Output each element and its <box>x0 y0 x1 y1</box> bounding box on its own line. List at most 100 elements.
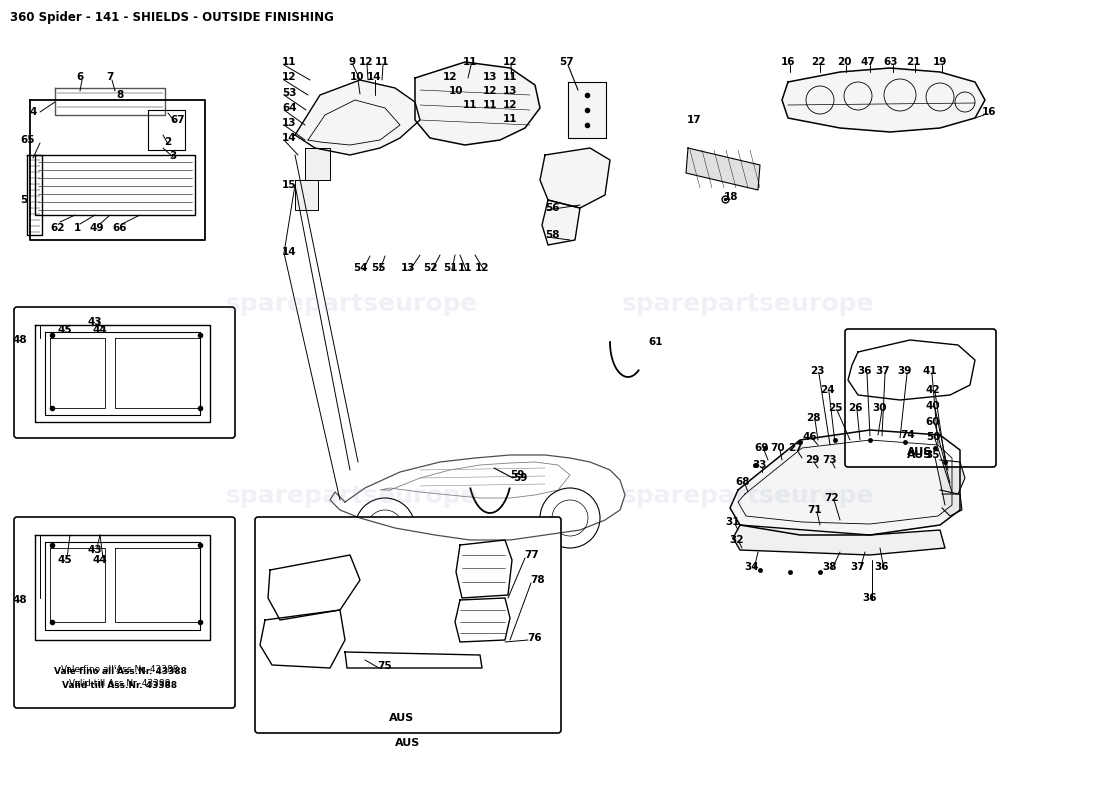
Text: 12: 12 <box>503 57 517 67</box>
Text: 28: 28 <box>805 413 821 423</box>
Text: Valid till Ass.Nr. 43388: Valid till Ass.Nr. 43388 <box>69 679 170 689</box>
Text: 59: 59 <box>513 473 527 483</box>
Text: 10: 10 <box>350 72 364 82</box>
Text: 21: 21 <box>905 57 921 67</box>
Text: sparepartseurope: sparepartseurope <box>226 292 478 316</box>
FancyBboxPatch shape <box>14 307 235 438</box>
Text: 55: 55 <box>371 263 385 273</box>
Text: 42: 42 <box>926 385 940 395</box>
Text: AUS: AUS <box>395 738 420 748</box>
Text: 60: 60 <box>926 417 940 427</box>
Text: 78: 78 <box>530 575 544 585</box>
Polygon shape <box>50 338 104 408</box>
Polygon shape <box>848 340 975 400</box>
Text: 64: 64 <box>282 103 297 113</box>
Text: 36: 36 <box>874 562 889 572</box>
Text: 24: 24 <box>820 385 834 395</box>
Text: 1: 1 <box>74 223 80 233</box>
Text: 13: 13 <box>282 118 297 128</box>
Polygon shape <box>942 494 962 516</box>
Text: 11: 11 <box>483 100 497 110</box>
Text: 13: 13 <box>400 263 416 273</box>
Text: 73: 73 <box>823 455 837 465</box>
Text: 11: 11 <box>375 57 389 67</box>
Text: 9: 9 <box>349 57 355 67</box>
Text: 32: 32 <box>729 535 745 545</box>
Text: 41: 41 <box>923 366 937 376</box>
Text: Vale fino all'Ass.Nr. 43388: Vale fino all'Ass.Nr. 43388 <box>54 667 186 677</box>
Text: 12: 12 <box>359 57 373 67</box>
Text: 47: 47 <box>860 57 876 67</box>
Text: 18: 18 <box>724 192 738 202</box>
Text: AUS: AUS <box>389 713 415 723</box>
Text: Valid till Ass.Nr. 43388: Valid till Ass.Nr. 43388 <box>63 682 177 690</box>
Text: 34: 34 <box>745 562 759 572</box>
Polygon shape <box>542 200 580 245</box>
Text: 20: 20 <box>837 57 851 67</box>
Text: 29: 29 <box>805 455 820 465</box>
Text: AUS: AUS <box>908 447 933 457</box>
Polygon shape <box>116 548 200 622</box>
Text: 51: 51 <box>442 263 458 273</box>
Text: sparepartseurope: sparepartseurope <box>226 484 478 508</box>
Text: 46: 46 <box>803 432 817 442</box>
Text: Vale fino all'Ass.Nr. 43388: Vale fino all'Ass.Nr. 43388 <box>62 666 178 674</box>
Text: 59: 59 <box>510 470 525 480</box>
Text: 75: 75 <box>377 661 392 671</box>
Text: 44: 44 <box>92 555 108 565</box>
Text: 13: 13 <box>503 86 517 96</box>
Text: 44: 44 <box>92 325 108 335</box>
Polygon shape <box>35 535 210 640</box>
FancyBboxPatch shape <box>14 517 235 708</box>
Text: 5: 5 <box>20 195 28 205</box>
Text: 23: 23 <box>810 366 824 376</box>
Text: 50: 50 <box>926 432 940 442</box>
Text: 39: 39 <box>898 366 912 376</box>
Text: 48: 48 <box>12 335 28 345</box>
Text: 22: 22 <box>811 57 825 67</box>
Text: 14: 14 <box>366 72 382 82</box>
Text: 40: 40 <box>926 401 940 411</box>
Text: 54: 54 <box>353 263 367 273</box>
Text: 74: 74 <box>901 430 915 440</box>
Text: 43: 43 <box>88 317 102 327</box>
Text: 26: 26 <box>848 403 862 413</box>
Text: 67: 67 <box>170 115 185 125</box>
Polygon shape <box>686 148 760 190</box>
Text: 12: 12 <box>475 263 490 273</box>
Text: 76: 76 <box>527 633 541 643</box>
Text: 56: 56 <box>544 203 560 213</box>
Text: 36: 36 <box>862 593 878 603</box>
Text: 53: 53 <box>282 88 297 98</box>
Text: 61: 61 <box>648 337 662 347</box>
Text: 360 Spider - 141 - SHIELDS - OUTSIDE FINISHING: 360 Spider - 141 - SHIELDS - OUTSIDE FIN… <box>10 11 334 25</box>
Text: 69: 69 <box>755 443 769 453</box>
Polygon shape <box>116 338 200 408</box>
Text: 13: 13 <box>483 72 497 82</box>
Polygon shape <box>568 82 606 138</box>
Text: 16: 16 <box>781 57 795 67</box>
Text: 71: 71 <box>807 505 823 515</box>
Polygon shape <box>35 325 210 422</box>
Text: 4: 4 <box>30 107 37 117</box>
Text: sparepartseurope: sparepartseurope <box>621 292 874 316</box>
Polygon shape <box>733 525 945 555</box>
Text: 36: 36 <box>858 366 872 376</box>
Text: 68: 68 <box>736 477 750 487</box>
Polygon shape <box>782 68 984 132</box>
Text: 11: 11 <box>463 57 477 67</box>
Text: 19: 19 <box>933 57 947 67</box>
Text: 45: 45 <box>57 555 73 565</box>
Text: 37: 37 <box>850 562 866 572</box>
Text: 12: 12 <box>483 86 497 96</box>
Text: 77: 77 <box>524 550 539 560</box>
Text: 12: 12 <box>442 72 458 82</box>
Text: 11: 11 <box>503 114 517 124</box>
Text: 11: 11 <box>458 263 472 273</box>
Text: 45: 45 <box>57 325 73 335</box>
Polygon shape <box>540 148 611 208</box>
Text: 14: 14 <box>282 133 297 143</box>
Text: 7: 7 <box>107 72 113 82</box>
Text: 58: 58 <box>544 230 560 240</box>
Polygon shape <box>295 180 318 210</box>
